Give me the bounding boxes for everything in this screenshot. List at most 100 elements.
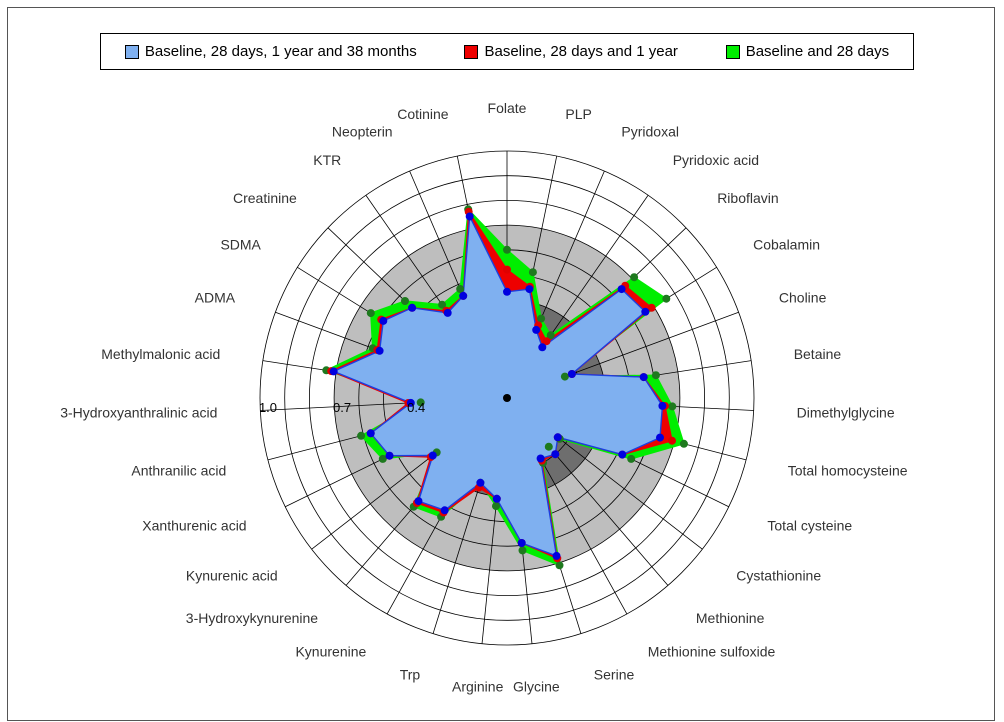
axis-label-6: Choline bbox=[779, 289, 827, 305]
series-2-point-27 bbox=[408, 303, 417, 312]
axis-label-2: Pyridoxal bbox=[621, 124, 679, 140]
series-2-point-21 bbox=[385, 451, 394, 460]
axis-label-0: Folate bbox=[488, 100, 527, 116]
center-dot bbox=[503, 394, 511, 402]
axis-label-14: Serine bbox=[594, 667, 635, 683]
series-0-point-6 bbox=[560, 372, 569, 381]
series-0-point-4 bbox=[630, 273, 639, 282]
series-0-point-27 bbox=[401, 297, 409, 305]
series-2-point-0 bbox=[503, 287, 511, 296]
series-area-2 bbox=[331, 213, 664, 557]
series-2-point-1 bbox=[525, 285, 534, 294]
series-0-point-16 bbox=[492, 502, 500, 511]
axis-label-21: Xanthurenic acid bbox=[142, 518, 246, 534]
axis-label-13: Methionine sulfoxide bbox=[648, 644, 776, 660]
series-2-point-2 bbox=[532, 325, 541, 334]
series-2-point-24 bbox=[329, 367, 338, 376]
series-2-point-30 bbox=[465, 212, 474, 221]
axis-label-27: Creatinine bbox=[233, 190, 297, 206]
axis-label-25: ADMA bbox=[195, 289, 236, 305]
series-2-point-4 bbox=[617, 285, 626, 294]
series-0-point-5 bbox=[662, 294, 671, 303]
axis-label-28: KTR bbox=[313, 152, 341, 168]
axis-label-26: SDMA bbox=[220, 237, 261, 253]
series-0-point-3 bbox=[546, 331, 555, 340]
series-2-point-6 bbox=[567, 370, 576, 378]
axis-label-29: Neopterin bbox=[332, 124, 393, 140]
series-1-point-3 bbox=[542, 337, 551, 346]
series-2-point-20 bbox=[428, 451, 437, 460]
series-0-point-15 bbox=[518, 546, 527, 555]
axis-label-20: Kynurenic acid bbox=[186, 568, 278, 584]
radial-tick-label-2: 1.0 bbox=[259, 400, 277, 415]
series-2-point-16 bbox=[492, 494, 501, 503]
series-2-point-22 bbox=[366, 429, 375, 438]
series-0-point-23 bbox=[416, 398, 425, 407]
axis-label-9: Total homocysteine bbox=[788, 463, 908, 479]
series-0-point-2 bbox=[537, 314, 546, 323]
series-0-point-10 bbox=[627, 454, 636, 463]
series-0-point-22 bbox=[357, 431, 366, 440]
series-2-point-15 bbox=[517, 539, 526, 547]
series-2-point-10 bbox=[618, 450, 627, 459]
series-2-point-3 bbox=[538, 343, 547, 352]
legend: Baseline, 28 days, 1 year and 38 months … bbox=[100, 33, 914, 70]
series-1-point-9 bbox=[668, 436, 676, 445]
legend-label-1: Baseline, 28 days, 1 year and 38 months bbox=[144, 43, 417, 60]
series-2-point-19 bbox=[414, 497, 423, 506]
legend-swatch-green bbox=[725, 44, 740, 59]
axis-label-30: Cotinine bbox=[397, 106, 449, 122]
axis-label-15: Glycine bbox=[513, 679, 560, 695]
series-0-point-21 bbox=[378, 454, 387, 463]
series-2-point-7 bbox=[639, 373, 648, 382]
legend-item-3: Baseline and 28 days bbox=[725, 43, 889, 60]
series-2-point-17 bbox=[476, 478, 485, 487]
series-2-point-12 bbox=[551, 450, 560, 459]
radial-tick-label-1: 0.7 bbox=[333, 400, 351, 415]
axis-label-7: Betaine bbox=[794, 346, 842, 362]
series-1-point-0 bbox=[503, 265, 511, 274]
series-0-point-1 bbox=[528, 268, 537, 277]
axis-label-12: Methionine bbox=[696, 610, 765, 626]
series-2-point-26 bbox=[379, 316, 388, 325]
legend-swatch-blue bbox=[124, 44, 139, 59]
series-0-point-0 bbox=[503, 245, 511, 254]
radial-tick-label-0: 0.4 bbox=[407, 400, 425, 415]
axis-label-4: Riboflavin bbox=[717, 190, 778, 206]
series-0-point-12 bbox=[544, 442, 553, 451]
series-2-point-8 bbox=[658, 401, 667, 410]
series-1-point-5 bbox=[647, 303, 656, 312]
axis-label-18: Kynurenine bbox=[295, 644, 366, 660]
series-0-point-26 bbox=[366, 309, 375, 318]
axis-label-3: Pyridoxic acid bbox=[673, 152, 759, 168]
axis-label-1: PLP bbox=[565, 106, 591, 122]
axis-label-19: 3-Hydroxykynurenine bbox=[186, 610, 318, 626]
series-2-point-18 bbox=[440, 506, 449, 515]
axis-label-8: Dimethylglycine bbox=[797, 405, 895, 421]
axis-label-16: Arginine bbox=[452, 679, 504, 695]
axis-label-23: 3-Hydroxyanthralinic acid bbox=[60, 405, 217, 421]
series-0-point-9 bbox=[679, 439, 688, 448]
series-2-point-29 bbox=[459, 291, 468, 300]
legend-label-2: Baseline, 28 days and 1 year bbox=[484, 43, 678, 60]
legend-item-2: Baseline, 28 days and 1 year bbox=[464, 43, 678, 60]
series-0-point-8 bbox=[668, 402, 677, 411]
axis-label-24: Methylmalonic acid bbox=[101, 346, 220, 362]
series-2-point-28 bbox=[443, 308, 452, 317]
axis-label-5: Cobalamin bbox=[753, 237, 820, 253]
axis-label-22: Anthranilic acid bbox=[131, 463, 226, 479]
series-2-point-5 bbox=[641, 307, 650, 316]
series-2-point-13 bbox=[536, 454, 545, 463]
series-0-point-28 bbox=[438, 300, 447, 309]
series-2-point-9 bbox=[656, 433, 664, 442]
series-2-point-25 bbox=[375, 346, 384, 355]
series-0-point-7 bbox=[651, 371, 660, 380]
axis-label-17: Trp bbox=[400, 667, 421, 683]
axis-label-11: Cystathionine bbox=[736, 568, 821, 584]
legend-item-1: Baseline, 28 days, 1 year and 38 months bbox=[124, 43, 417, 60]
series-0-point-29 bbox=[456, 285, 465, 293]
series-0-point-14 bbox=[555, 561, 564, 570]
series-2-point-23 bbox=[406, 398, 415, 407]
series-2-point-14 bbox=[552, 551, 561, 560]
